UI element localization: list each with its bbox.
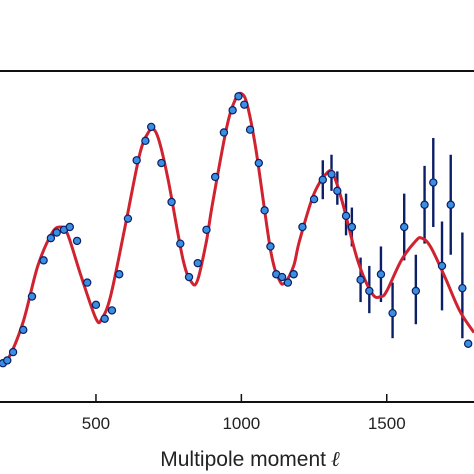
data-point xyxy=(228,106,237,115)
x-axis-ticks: 500 1000 1500 xyxy=(82,394,406,433)
data-point xyxy=(245,125,255,134)
data-point xyxy=(376,270,386,279)
data-point xyxy=(65,222,74,232)
data-point xyxy=(210,172,220,182)
data-point xyxy=(289,270,298,279)
data-point xyxy=(283,278,293,287)
data-point xyxy=(318,175,327,184)
x-tick-label: 1500 xyxy=(368,414,406,433)
data-point xyxy=(240,100,249,109)
data-point xyxy=(298,222,307,232)
data-point xyxy=(420,200,429,209)
data-point xyxy=(347,222,357,232)
data-points xyxy=(0,92,473,368)
data-point xyxy=(3,356,12,365)
data-point xyxy=(46,233,56,243)
data-point xyxy=(277,272,287,282)
data-point xyxy=(463,339,473,348)
data-point xyxy=(141,136,150,146)
data-point xyxy=(388,308,397,318)
x-axis-label-text: Multipole moment xyxy=(160,448,326,471)
data-point xyxy=(365,286,374,296)
data-point xyxy=(184,272,194,282)
data-point xyxy=(91,300,101,310)
data-point xyxy=(341,211,351,221)
data-point xyxy=(400,222,409,232)
data-point xyxy=(202,225,211,234)
data-point xyxy=(446,200,455,209)
data-point xyxy=(27,292,37,301)
data-point xyxy=(254,158,264,168)
data-point xyxy=(132,156,141,165)
data-point xyxy=(72,236,82,246)
data-point xyxy=(327,169,336,179)
data-point xyxy=(147,122,156,132)
data-point xyxy=(8,347,18,357)
data-point xyxy=(309,194,319,204)
x-tick-label: 1000 xyxy=(222,414,260,433)
data-point xyxy=(458,283,467,293)
data-point xyxy=(333,186,342,196)
data-point xyxy=(157,158,166,168)
data-point xyxy=(429,178,438,187)
data-point xyxy=(176,239,185,248)
data-point xyxy=(115,270,124,279)
data-point xyxy=(19,325,28,335)
data-point xyxy=(107,306,117,315)
data-point xyxy=(100,314,109,323)
data-point xyxy=(356,275,365,285)
data-point xyxy=(123,214,133,223)
data-point xyxy=(437,261,447,271)
data-point xyxy=(260,206,269,215)
data-point xyxy=(234,92,243,101)
data-point xyxy=(52,228,61,237)
data-point xyxy=(39,256,48,265)
plot-frame xyxy=(0,70,474,403)
data-point xyxy=(167,197,176,207)
x-axis-label: Multipole moment ℓ xyxy=(160,447,340,471)
data-point xyxy=(266,242,275,251)
x-axis-label-symbol: ℓ xyxy=(331,447,340,471)
data-point xyxy=(411,286,421,296)
data-point xyxy=(193,258,202,268)
x-tick-label: 500 xyxy=(82,414,110,433)
data-point xyxy=(83,278,92,287)
data-point xyxy=(219,128,229,137)
